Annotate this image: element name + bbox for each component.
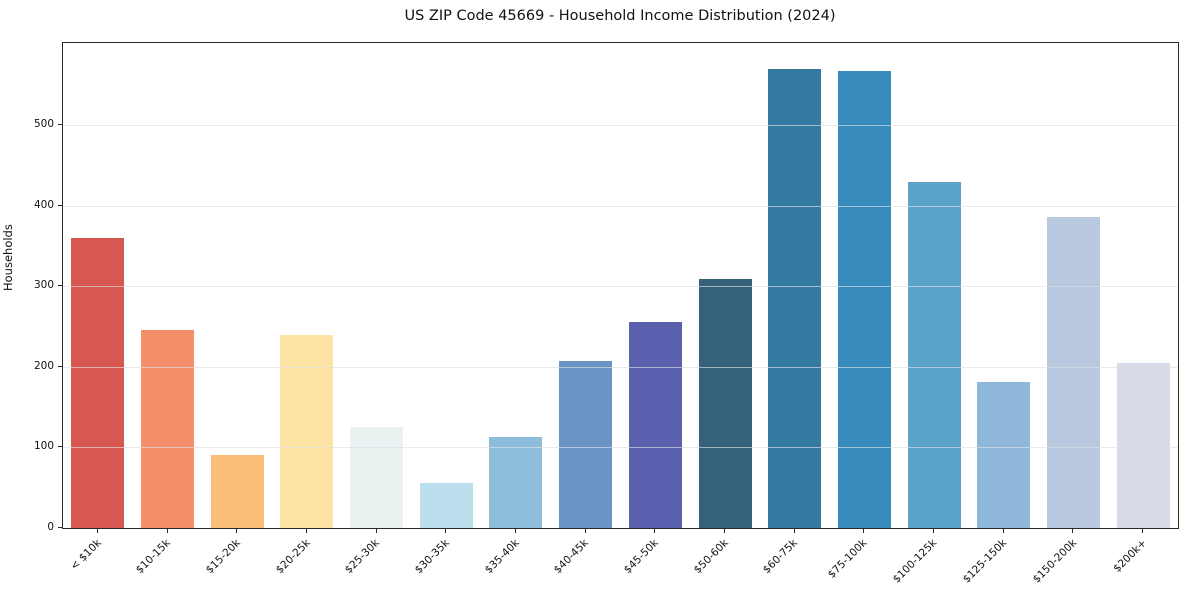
- bar-$100-125k: [907, 181, 961, 528]
- gridline-300: [63, 286, 1178, 288]
- bar-$45-50k: [628, 321, 682, 528]
- bar-slot: [690, 43, 760, 528]
- bar-slot: [342, 43, 412, 528]
- bar-slot: [1108, 43, 1178, 528]
- bar-slot: [411, 43, 481, 528]
- bar-$30-35k: [419, 482, 473, 528]
- x-tick-mark: [863, 528, 865, 533]
- bar-$35-40k: [489, 436, 543, 528]
- gridline-200: [63, 366, 1178, 368]
- bar-slot: [481, 43, 551, 528]
- y-tick-label-200: 200: [33, 359, 54, 372]
- y-tick-label-300: 300: [33, 279, 54, 292]
- chart-title: US ZIP Code 45669 - Household Income Dis…: [404, 8, 836, 24]
- x-tick-mark: [514, 528, 516, 533]
- x-tick-mark: [1072, 528, 1074, 533]
- bar-slot: [1039, 43, 1109, 528]
- x-tick-label-< $10k: < $10k: [67, 537, 104, 573]
- bar-$40-45k: [559, 361, 613, 528]
- x-tick-label-$75-100k: $75-100k: [826, 537, 870, 581]
- y-tick-label-500: 500: [33, 118, 54, 131]
- x-tick-label-$45-50k: $45-50k: [621, 537, 661, 577]
- y-tick-mark: [58, 527, 63, 528]
- x-tick-label-$15-20k: $15-20k: [203, 537, 243, 577]
- x-tick-mark: [445, 528, 447, 533]
- x-tick-mark: [724, 528, 726, 533]
- bar-slot: [969, 43, 1039, 528]
- gridline-500: [63, 125, 1178, 127]
- x-tick-label-$35-40k: $35-40k: [482, 537, 522, 577]
- x-tick-mark: [375, 528, 377, 533]
- bar-$75-100k: [837, 71, 891, 528]
- x-tick-mark: [96, 528, 98, 533]
- y-tick-mark: [58, 204, 63, 206]
- x-tick-mark: [933, 528, 935, 533]
- y-tick-mark: [58, 446, 63, 448]
- x-tick-mark: [793, 528, 795, 533]
- bar-slot: [621, 43, 691, 528]
- gridline-400: [63, 205, 1178, 207]
- y-tick-label-100: 100: [33, 440, 54, 453]
- x-tick-label-$25-30k: $25-30k: [342, 537, 383, 577]
- x-tick-mark: [584, 528, 586, 533]
- x-tick-label-$10-15k: $10-15k: [133, 537, 174, 577]
- x-tick-mark: [166, 528, 168, 533]
- x-tick-mark: [305, 528, 307, 533]
- bar-$200k+: [1116, 362, 1170, 528]
- y-tick-mark: [58, 365, 63, 367]
- bar-$50-60k: [698, 279, 752, 528]
- bar-$25-30k: [350, 426, 404, 528]
- bar-slot: [830, 43, 900, 528]
- bar-slot: [133, 43, 203, 528]
- gridline-100: [63, 447, 1178, 449]
- y-tick-mark: [58, 285, 63, 287]
- x-tick-label-$150-200k: $150-200k: [1030, 537, 1079, 586]
- x-tick-label-$40-45k: $40-45k: [552, 537, 592, 577]
- x-tick-mark: [654, 528, 656, 533]
- bar-< $10k: [71, 237, 125, 528]
- x-tick-label-$125-150k: $125-150k: [960, 537, 1010, 586]
- bar-$15-20k: [210, 454, 264, 528]
- x-tick-label-$60-75k: $60-75k: [761, 537, 801, 577]
- x-tick-label-$200k+: $200k+: [1110, 537, 1149, 575]
- x-tick-label-$50-60k: $50-60k: [691, 537, 731, 577]
- bar-slot: [202, 43, 272, 528]
- bar-slot: [760, 43, 830, 528]
- bar-slot: [899, 43, 969, 528]
- x-tick-label-$20-25k: $20-25k: [273, 537, 313, 577]
- plot-area: [62, 42, 1179, 529]
- x-tick-label-$30-35k: $30-35k: [412, 537, 452, 577]
- x-tick-label-$100-125k: $100-125k: [891, 537, 940, 586]
- bar-$60-75k: [768, 68, 822, 528]
- bar-$10-15k: [141, 329, 194, 528]
- y-tick-label-400: 400: [33, 198, 54, 211]
- bar-$125-150k: [977, 382, 1031, 528]
- y-tick-label-0: 0: [47, 521, 54, 533]
- bar-$150-200k: [1046, 217, 1100, 528]
- x-tick-mark: [1002, 528, 1004, 533]
- y-tick-mark: [58, 124, 63, 126]
- x-tick-mark: [1142, 528, 1144, 533]
- bar-slot: [551, 43, 621, 528]
- bar-$20-25k: [280, 335, 334, 528]
- x-tick-mark: [236, 528, 238, 533]
